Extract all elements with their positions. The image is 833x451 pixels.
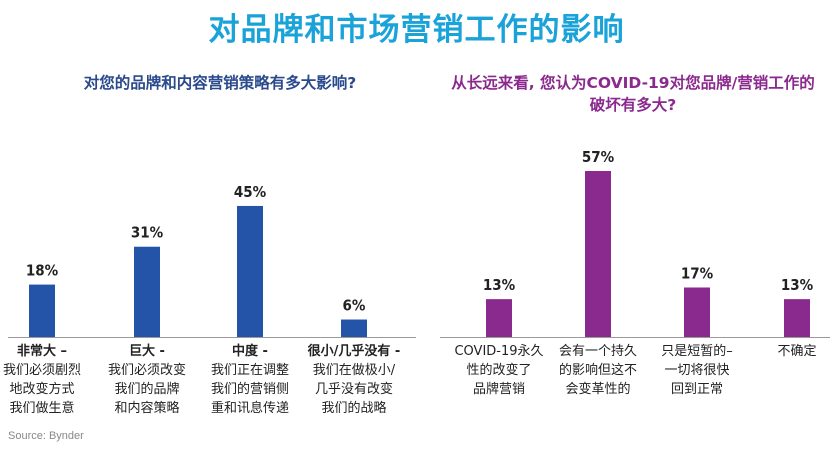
data-label: 31%: [131, 224, 164, 242]
category-label: 和内容策略: [114, 400, 179, 416]
category-label: 我们的战略: [321, 400, 386, 416]
data-label: 13%: [483, 276, 516, 294]
data-label: 45%: [234, 183, 267, 201]
category-label: 几乎没有改变: [315, 381, 393, 397]
category-label: 会有一个持久: [559, 344, 637, 359]
category-label: COVID-19永久: [454, 344, 543, 359]
category-label: 性的改变了: [466, 362, 531, 378]
source-note: Source: Bynder: [8, 430, 84, 442]
category-label: 会变革性的: [565, 381, 630, 397]
bar: [237, 205, 263, 337]
category-label: 中度 -: [232, 343, 268, 359]
category-label: 品牌营销: [473, 381, 525, 397]
category-label: 我们必须改变: [108, 362, 186, 378]
category-label: 一切将很快: [664, 363, 729, 378]
category-label: 重和讯息传递: [211, 400, 289, 416]
category-label: 我们正在调整: [211, 363, 289, 378]
bar: [134, 246, 160, 337]
data-label: 18%: [26, 262, 59, 280]
right-chart-title: 从长远来看, 您认为COVID-19对您品牌/营销工作的破坏有多大?: [451, 74, 815, 114]
category-label: 我们做生意: [9, 400, 74, 416]
category-label: 的影响但这不: [559, 362, 637, 378]
left-chart-title: 对您的品牌和内容营销策略有多大影响?: [83, 74, 357, 92]
bar: [29, 284, 55, 337]
category-label: 我们在做极小/: [313, 363, 396, 378]
bar: [585, 171, 611, 337]
data-label: 13%: [781, 276, 814, 294]
category-label: 我们的营销侧: [211, 381, 289, 397]
category-label: 我们必须剧烈: [3, 363, 81, 378]
data-label: 17%: [681, 264, 714, 282]
data-label: 6%: [343, 297, 366, 315]
category-label: 巨大 -: [129, 343, 165, 359]
category-label: 只是短暂的–: [661, 343, 733, 359]
category-label: 地改变方式: [9, 381, 74, 397]
category-label: 我们的品牌: [114, 381, 179, 397]
bar: [341, 319, 367, 337]
category-label: 回到正常: [671, 382, 723, 397]
bar: [784, 299, 810, 337]
bar: [486, 299, 512, 337]
data-label: 57%: [582, 148, 615, 166]
main-title: 对品牌和市场营销工作的影响: [208, 12, 625, 48]
category-label: 很小/几乎没有 -: [308, 343, 401, 359]
bar: [684, 287, 710, 337]
category-label: 不确定: [777, 344, 816, 359]
category-label: 非常大 –: [17, 343, 67, 359]
